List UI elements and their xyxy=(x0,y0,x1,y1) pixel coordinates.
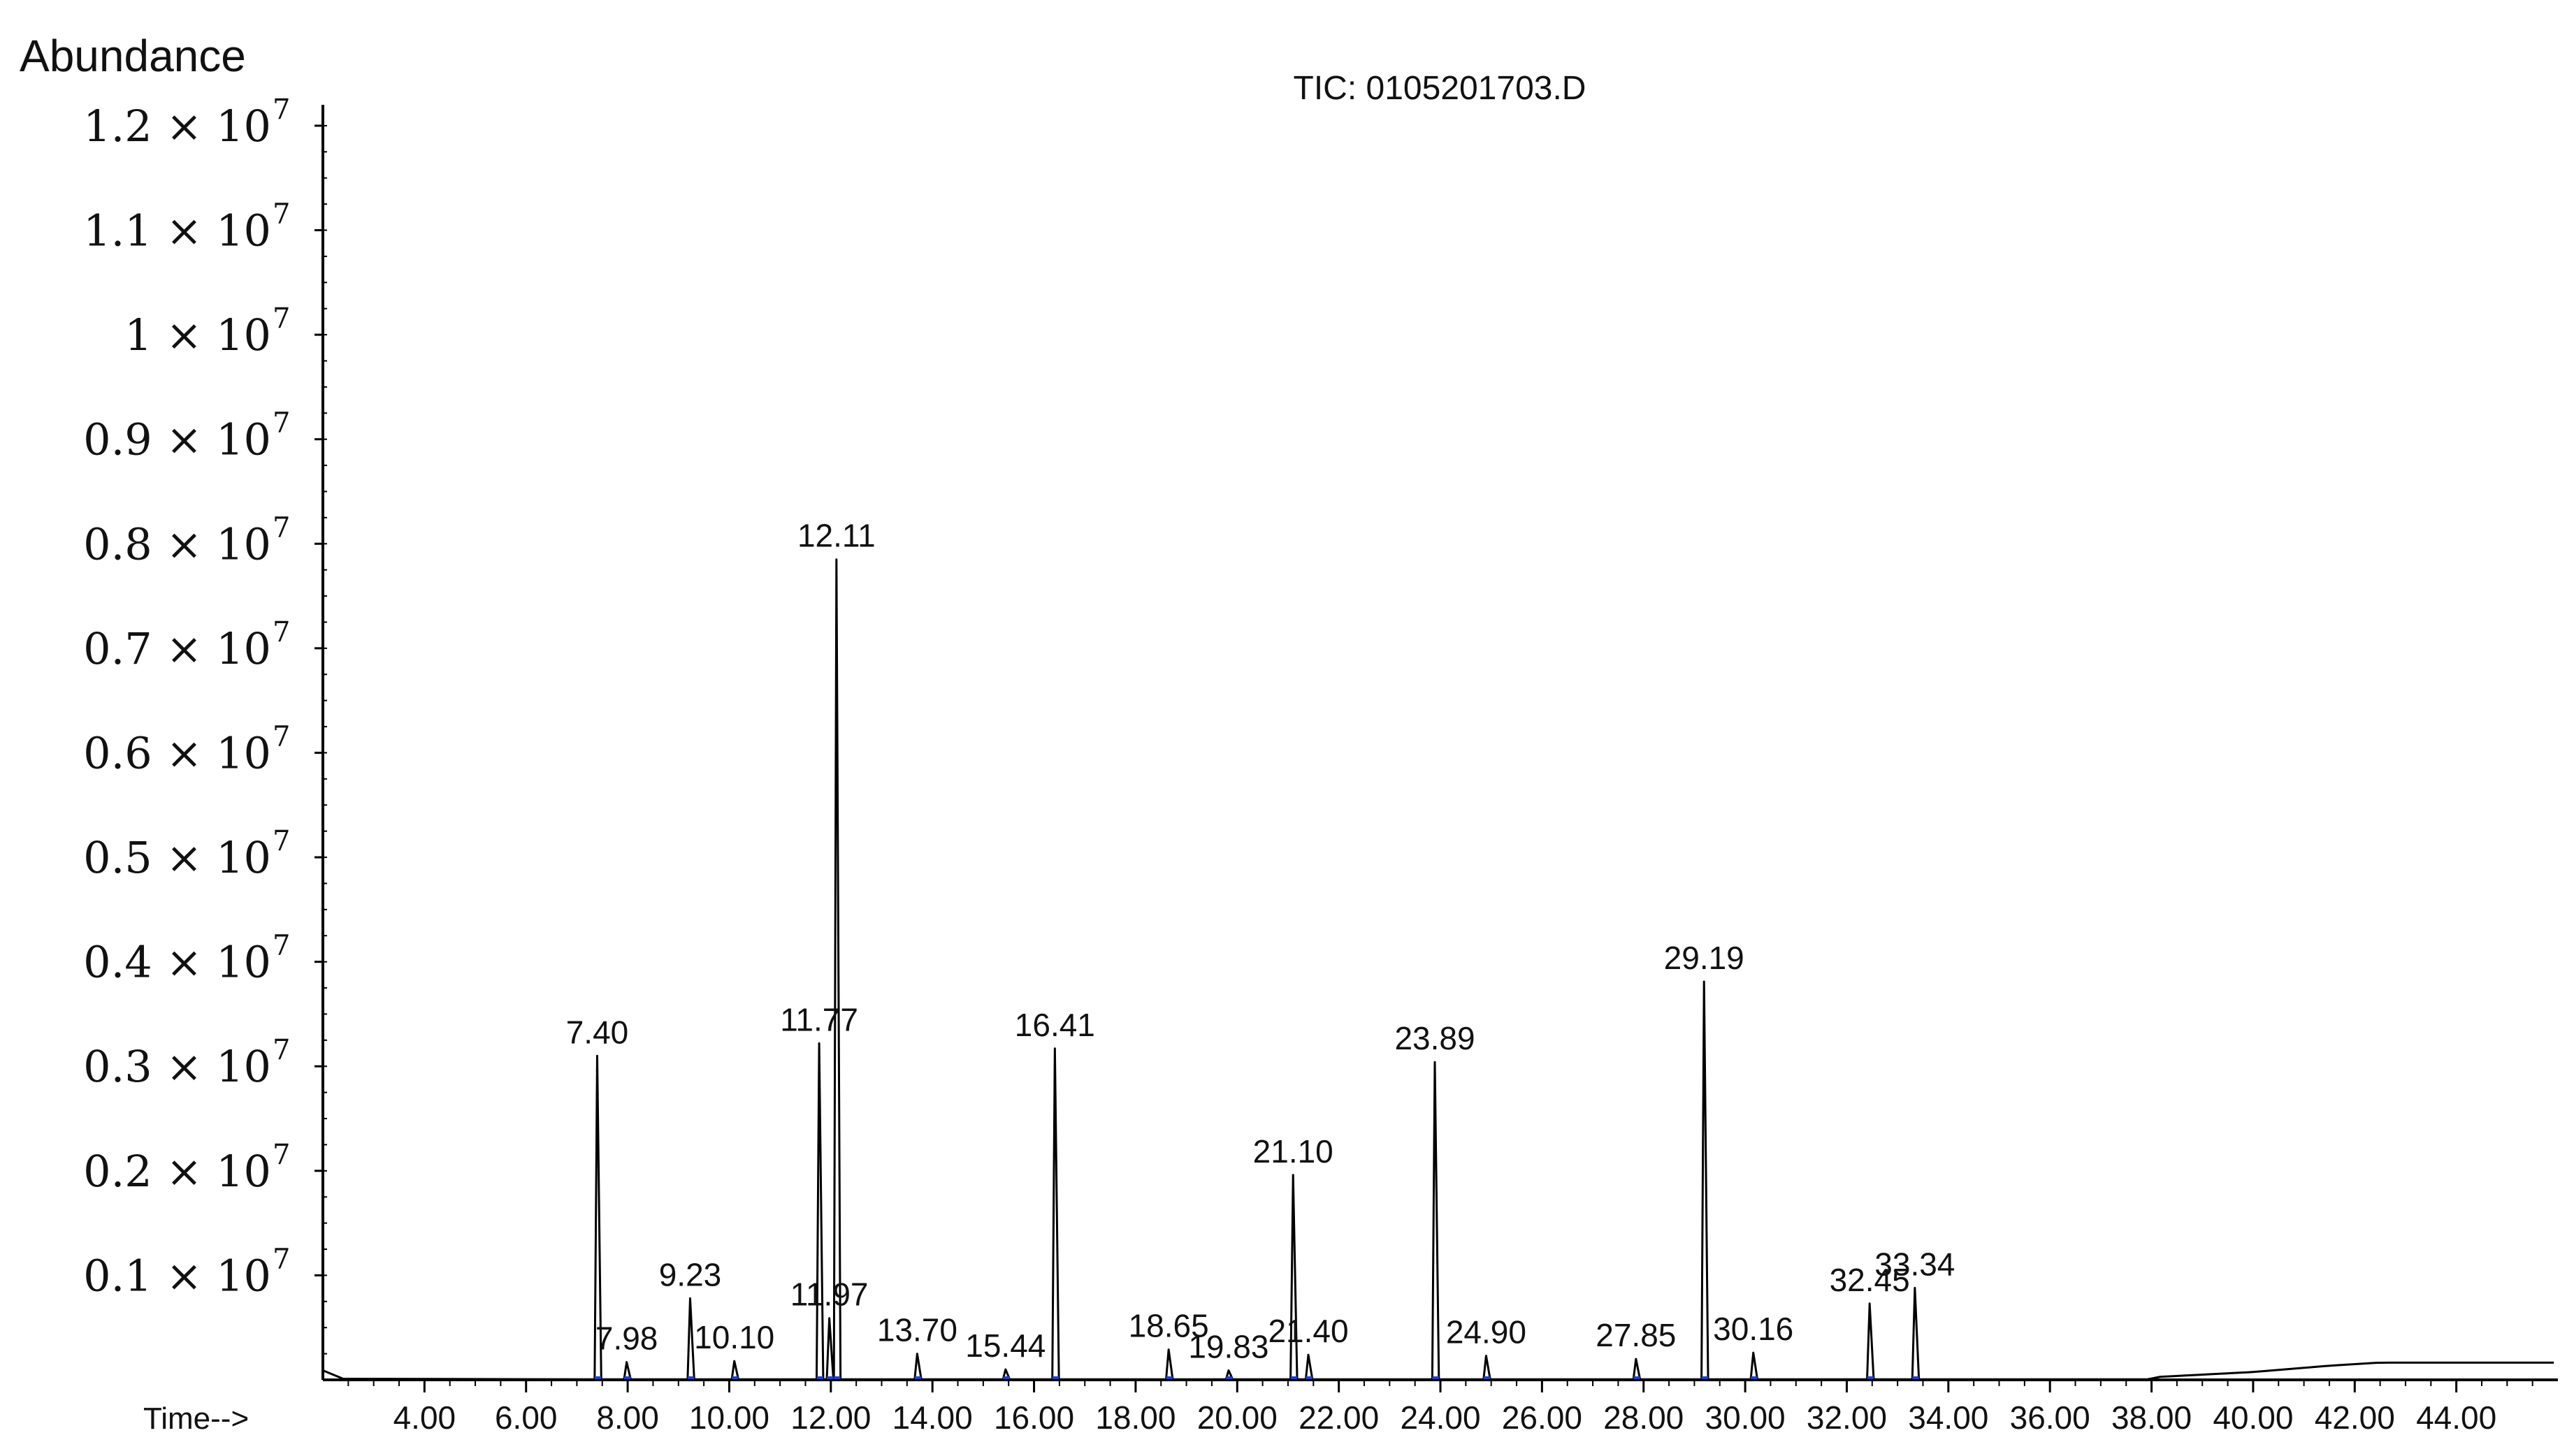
y-tick-exponent: 7 xyxy=(273,198,290,231)
peak-label: 24.90 xyxy=(1446,1314,1526,1351)
peak-label: 18.65 xyxy=(1129,1308,1209,1344)
y-tick-exponent: 7 xyxy=(273,407,290,439)
peak-label: 23.89 xyxy=(1394,1020,1475,1056)
y-tick-group: 0.1 × 10 70.2 × 10 70.3 × 10 70.4 × 10 70.5 … xyxy=(83,94,327,1355)
tic-trace-line xyxy=(322,558,2554,1381)
x-tick-label: 42.00 xyxy=(2315,1399,2395,1436)
peak-label: 12.11 xyxy=(797,518,876,554)
peak-label: 11.97 xyxy=(790,1276,869,1313)
x-tick-label: 12.00 xyxy=(790,1399,871,1436)
x-tick-label: 16.00 xyxy=(994,1399,1074,1436)
y-tick-exponent: 7 xyxy=(273,616,290,648)
chart-title: TIC: 0105201703.D xyxy=(1294,70,1586,107)
y-tick-exponent: 7 xyxy=(273,1034,290,1066)
trace-group xyxy=(322,558,2554,1381)
y-tick-label: 0.4 × 10 xyxy=(83,937,271,988)
x-tick-label: 14.00 xyxy=(892,1399,973,1436)
y-tick-exponent: 7 xyxy=(273,1243,290,1275)
peak-label: 19.83 xyxy=(1188,1329,1268,1365)
peak-label: 30.16 xyxy=(1713,1311,1793,1347)
x-tick-label: 44.00 xyxy=(2416,1399,2496,1436)
y-tick-label: 0.6 × 10 xyxy=(83,727,271,778)
y-tick-exponent: 7 xyxy=(273,303,290,335)
y-tick-exponent: 7 xyxy=(273,720,290,752)
x-tick-label: 30.00 xyxy=(1705,1399,1786,1436)
peak-label: 7.40 xyxy=(566,1014,629,1050)
x-tick-label: 38.00 xyxy=(2111,1399,2192,1436)
x-tick-label: 4.00 xyxy=(393,1399,456,1436)
y-tick-label: 0.5 × 10 xyxy=(83,832,271,883)
peak-label: 33.34 xyxy=(1874,1246,1955,1282)
peak-label: 13.70 xyxy=(877,1312,957,1348)
peak-label: 29.19 xyxy=(1664,940,1744,976)
x-tick-label: 28.00 xyxy=(1603,1399,1684,1436)
x-tick-label: 40.00 xyxy=(2213,1399,2293,1436)
peak-label: 15.44 xyxy=(965,1327,1046,1364)
y-tick-exponent: 7 xyxy=(273,930,290,962)
peak-label: 9.23 xyxy=(659,1256,722,1293)
x-axis-title: Time--> xyxy=(143,1402,249,1436)
peak-label: 11.77 xyxy=(780,1001,858,1038)
y-axis-title: Abundance xyxy=(20,31,246,81)
peak-label: 16.41 xyxy=(1015,1007,1095,1043)
peak-label: 27.85 xyxy=(1596,1317,1676,1353)
x-tick-label: 32.00 xyxy=(1807,1399,1887,1436)
peak-label: 7.98 xyxy=(595,1320,658,1357)
x-tick-label: 24.00 xyxy=(1400,1399,1480,1436)
x-tick-label: 34.00 xyxy=(1908,1399,1988,1436)
x-tick-group: 4.00 6.00 8.00 10.00 12.00 14.00 16.00 18.00 20.… xyxy=(347,1380,2533,1436)
peak-label: 32.45 xyxy=(1830,1262,1910,1298)
x-tick-label: 26.00 xyxy=(1502,1399,1582,1436)
y-tick-label: 0.2 × 10 xyxy=(83,1146,271,1197)
y-tick-label: 0.8 × 10 xyxy=(83,518,271,569)
y-tick-label: 1.2 × 10 xyxy=(83,101,271,152)
x-tick-label: 36.00 xyxy=(2010,1399,2090,1436)
y-tick-exponent: 7 xyxy=(273,511,290,544)
y-tick-label: 1.1 × 10 xyxy=(83,205,271,256)
peak-label-group: 7.40 7.989.23 10.10 11.77 11.97 12.11 13.70 15.… xyxy=(566,518,1955,1365)
x-tick-label: 22.00 xyxy=(1299,1399,1379,1436)
peak-label: 21.10 xyxy=(1253,1133,1333,1170)
peak-label: 10.10 xyxy=(694,1319,774,1355)
x-tick-label: 10.00 xyxy=(689,1399,769,1436)
x-tick-label: 20.00 xyxy=(1197,1399,1278,1436)
y-tick-exponent: 7 xyxy=(273,94,290,126)
y-tick-label: 1 × 10 xyxy=(124,310,271,361)
y-tick-exponent: 7 xyxy=(273,825,290,857)
y-tick-exponent: 7 xyxy=(273,1139,290,1171)
x-tick-label: 6.00 xyxy=(495,1399,558,1436)
y-tick-label: 0.3 × 10 xyxy=(83,1041,271,1092)
peak-label: 21.40 xyxy=(1268,1313,1348,1349)
x-tick-label: 8.00 xyxy=(596,1399,659,1436)
x-tick-label: 18.00 xyxy=(1095,1399,1176,1436)
y-tick-label: 0.1 × 10 xyxy=(83,1250,271,1301)
y-tick-label: 0.9 × 10 xyxy=(83,414,271,465)
y-tick-label: 0.7 × 10 xyxy=(83,623,271,674)
